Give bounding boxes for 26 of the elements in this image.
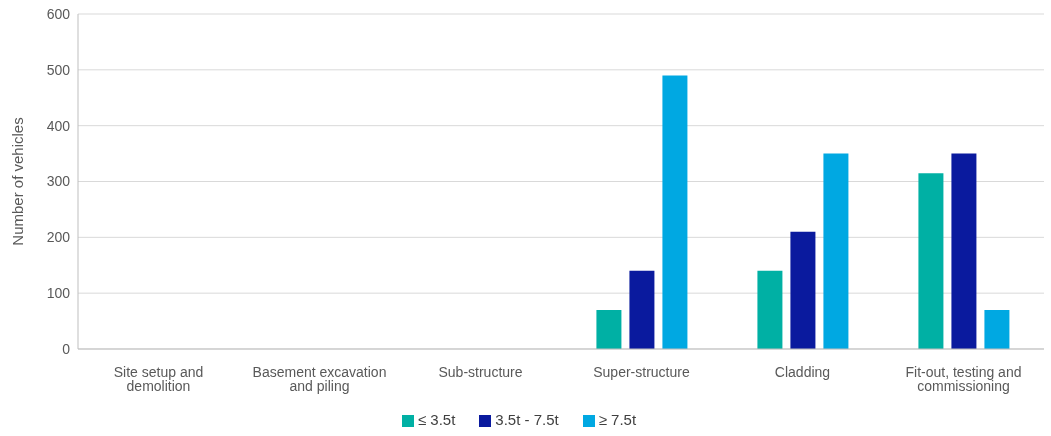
- bar: [918, 173, 944, 349]
- legend-label: 3.5t - 7.5t: [495, 411, 559, 428]
- y-tick-label: 0: [62, 340, 71, 357]
- y-tick-label: 200: [46, 229, 71, 246]
- legend-label: ≤ 3.5t: [417, 411, 456, 428]
- bar: [790, 231, 816, 349]
- x-tick-label: Basement excavation and piling: [252, 363, 387, 394]
- bar: [629, 270, 655, 349]
- bar: [823, 153, 849, 349]
- y-tick-label: 300: [46, 173, 71, 190]
- bar: [757, 270, 783, 349]
- bar: [662, 75, 688, 349]
- x-tick-label: Sub-structure: [438, 363, 523, 380]
- legend-label: ≥ 7.5t: [598, 411, 637, 428]
- x-tick-label: Super-structure: [593, 363, 690, 380]
- y-tick-label: 500: [46, 61, 71, 78]
- bar: [596, 309, 622, 349]
- x-tick-label: Fit-out, testing and commissioning: [905, 363, 1022, 394]
- y-tick-label: 600: [46, 5, 71, 22]
- y-tick-label: 400: [46, 117, 71, 134]
- x-tick-label: Site setup and demolition: [113, 363, 204, 394]
- bar: [984, 309, 1010, 349]
- x-tick-label: Cladding: [774, 363, 831, 380]
- y-tick-label: 100: [46, 285, 71, 302]
- y-axis-title: Number of vehicles: [9, 117, 27, 246]
- bar: [951, 153, 977, 349]
